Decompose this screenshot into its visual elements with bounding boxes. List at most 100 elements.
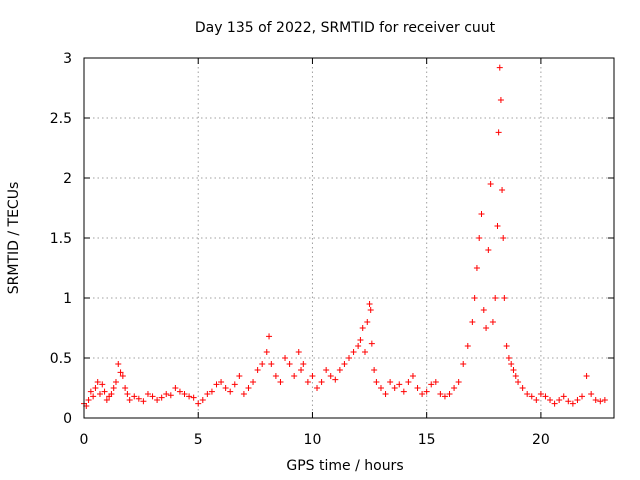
data-point xyxy=(117,369,124,376)
data-point xyxy=(569,400,576,407)
data-point xyxy=(560,393,567,400)
data-point xyxy=(318,379,325,385)
data-point xyxy=(87,388,94,395)
data-point xyxy=(505,355,512,361)
data-point xyxy=(190,394,197,401)
data-point xyxy=(286,361,293,367)
data-point xyxy=(423,388,430,395)
data-point xyxy=(144,391,151,397)
data-point xyxy=(492,295,499,301)
data-point xyxy=(495,129,502,136)
data-point xyxy=(298,367,305,373)
data-point xyxy=(455,379,462,385)
data-point xyxy=(300,361,307,367)
data-point xyxy=(597,398,604,405)
data-point xyxy=(208,388,215,395)
data-point xyxy=(583,373,590,379)
data-point xyxy=(122,385,129,391)
data-point xyxy=(277,379,284,385)
x-tick-label: 20 xyxy=(532,432,550,448)
data-point xyxy=(409,373,416,379)
data-point xyxy=(471,295,478,301)
x-tick-label: 0 xyxy=(80,432,89,448)
data-point xyxy=(446,391,453,397)
data-point xyxy=(437,391,444,397)
data-point xyxy=(497,97,504,103)
data-point xyxy=(92,385,99,391)
data-point xyxy=(126,397,133,403)
data-point xyxy=(154,397,161,403)
y-tick-label: 0 xyxy=(63,411,72,427)
data-point xyxy=(483,325,490,331)
data-point xyxy=(373,379,380,385)
data-point xyxy=(419,391,426,397)
data-point xyxy=(368,340,375,347)
data-point xyxy=(494,223,501,229)
data-point xyxy=(451,385,458,391)
data-point xyxy=(254,367,261,373)
data-point xyxy=(565,398,572,405)
data-point xyxy=(140,398,147,405)
data-point xyxy=(367,307,374,313)
data-point xyxy=(250,379,257,385)
data-point xyxy=(377,385,384,391)
data-point xyxy=(172,385,179,391)
data-point xyxy=(245,385,252,391)
data-point xyxy=(519,385,526,391)
data-point xyxy=(186,393,193,400)
data-point xyxy=(533,397,540,403)
data-point xyxy=(478,211,485,217)
data-point xyxy=(240,391,247,397)
data-point xyxy=(515,379,522,385)
data-point xyxy=(350,349,357,355)
y-tick-label: 3 xyxy=(63,51,72,67)
data-point xyxy=(512,373,519,379)
data-point xyxy=(119,373,126,379)
data-point xyxy=(400,388,407,395)
data-point xyxy=(556,397,563,403)
data-point xyxy=(524,391,531,397)
data-point xyxy=(112,379,119,385)
data-point xyxy=(357,337,364,343)
data-point xyxy=(167,392,174,399)
data-point xyxy=(528,393,535,400)
y-tick-label: 0.5 xyxy=(50,351,72,367)
data-point xyxy=(266,333,273,340)
data-point xyxy=(391,385,398,391)
data-point xyxy=(396,381,403,388)
x-axis-label: GPS time / hours xyxy=(286,458,403,474)
data-points xyxy=(81,64,608,409)
data-point xyxy=(272,373,279,379)
data-point xyxy=(199,397,206,403)
data-point xyxy=(108,391,115,397)
data-point xyxy=(195,400,202,407)
data-point xyxy=(314,385,321,391)
data-point xyxy=(508,361,515,367)
data-point xyxy=(487,181,494,187)
data-point xyxy=(282,355,289,361)
data-point xyxy=(441,393,448,400)
data-point xyxy=(476,235,483,241)
data-point xyxy=(414,385,421,391)
data-point xyxy=(99,381,106,388)
data-point xyxy=(96,391,103,397)
data-point xyxy=(158,394,165,401)
data-point xyxy=(85,397,92,403)
data-point xyxy=(510,367,517,373)
x-tick-label: 15 xyxy=(418,432,436,448)
data-point xyxy=(460,361,467,367)
data-point xyxy=(496,64,503,71)
data-point xyxy=(428,381,435,388)
data-point xyxy=(371,367,378,373)
data-point xyxy=(359,325,366,331)
data-point xyxy=(499,187,506,193)
data-point xyxy=(382,391,389,397)
data-point xyxy=(503,343,510,349)
data-point xyxy=(464,343,471,349)
data-point xyxy=(537,391,544,397)
data-point xyxy=(213,381,220,388)
data-point xyxy=(291,373,298,379)
data-point xyxy=(336,367,343,373)
data-point xyxy=(469,319,476,325)
grid-lines xyxy=(84,58,614,418)
